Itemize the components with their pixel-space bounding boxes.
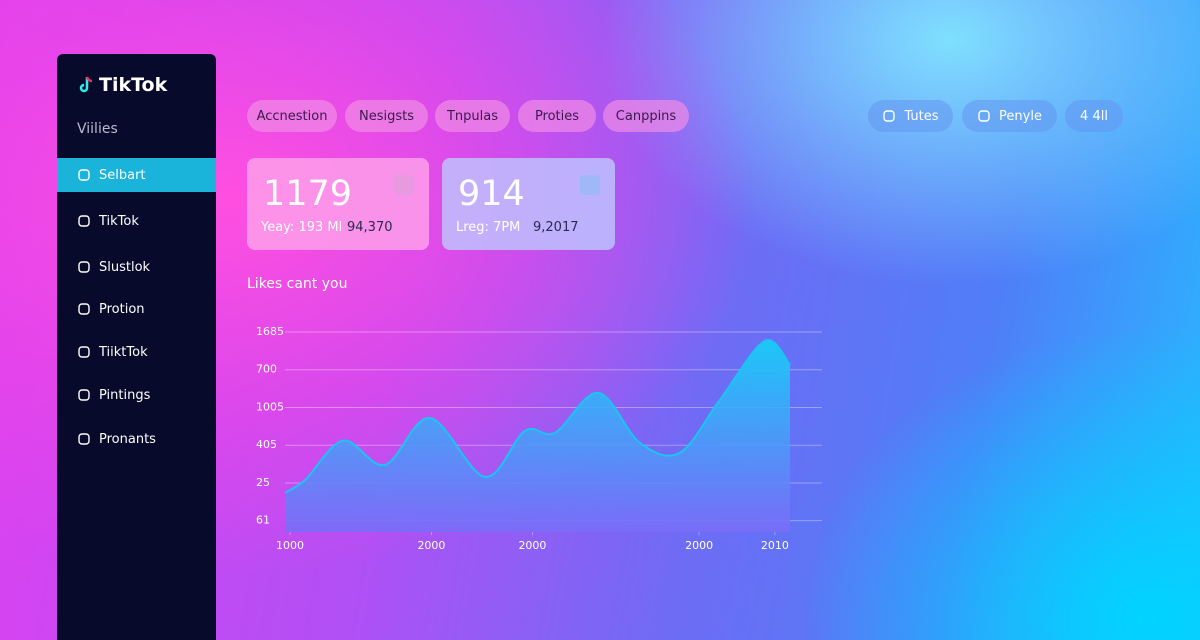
y-tick-label: 700: [256, 363, 277, 376]
brand-text: TikTok: [99, 74, 168, 96]
brand: TikTok: [79, 74, 167, 96]
tab[interactable]: Nesigsts: [345, 100, 428, 132]
stat-card: 914 Lreg: 7PM 9,2017: [442, 158, 615, 250]
stat-card: 1179 Yeay: 193 Ml 94,370: [247, 158, 429, 250]
stat-right: 94,370: [347, 220, 393, 235]
nav-label: Protion: [99, 301, 145, 317]
x-tick-label: 2010: [761, 539, 789, 552]
nav-label: Slustlok: [99, 259, 151, 275]
nav-label: TiiktTok: [99, 344, 148, 360]
icon: [78, 169, 90, 181]
icon: [78, 433, 90, 445]
nav-label: Selbart: [99, 167, 146, 183]
brand-logo: [79, 76, 93, 93]
nav-item[interactable]: TikTok: [57, 204, 216, 238]
header-button[interactable]: Penyle: [962, 100, 1057, 132]
icon: [78, 389, 90, 401]
line: [284, 339, 791, 494]
y-tick-label: 405: [256, 438, 277, 451]
card-toggle[interactable]: [394, 175, 414, 195]
icon: [883, 110, 896, 122]
nav-item[interactable]: Protion: [57, 292, 216, 326]
nav-item[interactable]: Selbart: [57, 158, 216, 192]
area: [285, 340, 790, 532]
icon: [78, 215, 90, 227]
card-toggle[interactable]: [580, 175, 600, 195]
header-button[interactable]: 4 4ll: [1065, 100, 1123, 132]
nav-label: Pronants: [99, 431, 156, 447]
nav-item[interactable]: Pronants: [57, 422, 216, 456]
icon: [978, 110, 990, 122]
stat-right: 9,2017: [533, 220, 579, 235]
nav-item[interactable]: TiiktTok: [57, 335, 216, 369]
stat-left: Lreg: 7PM: [456, 220, 521, 235]
y-tick-label: 1685: [256, 325, 284, 338]
button-label: 4 4ll: [1080, 108, 1108, 124]
nav-label: Pintings: [99, 387, 151, 403]
nav-item[interactable]: Slustlok: [57, 250, 216, 284]
stat-value: 1179: [263, 174, 353, 214]
header-button[interactable]: Tutes: [868, 100, 953, 132]
tab[interactable]: Tnpulas: [435, 100, 510, 132]
button-label: Tutes: [904, 108, 939, 124]
icon: [78, 261, 90, 273]
stat-left: Yeay: 193 Ml: [261, 220, 343, 235]
y-tick-label: 25: [256, 476, 270, 489]
tab[interactable]: Proties: [518, 100, 596, 132]
section-label: Viilies: [77, 121, 118, 137]
icon: [78, 303, 90, 315]
nav-label: TikTok: [99, 213, 139, 229]
button-label: Penyle: [999, 108, 1042, 124]
nav-item[interactable]: Pintings: [57, 378, 216, 412]
icon: [78, 346, 90, 358]
chart-title: Likes cant you: [247, 276, 347, 292]
x-tick-label: 1000: [276, 539, 304, 552]
tab[interactable]: Accnestion: [247, 100, 337, 132]
y-tick-label: 61: [256, 514, 270, 527]
y-tick-label: 1005: [256, 400, 284, 413]
sidebar: TikTok Viilies Selbart TikTok Slustlok Prot…: [57, 54, 216, 640]
stat-value: 914: [458, 174, 525, 214]
x-tick-label: 2000: [518, 539, 546, 552]
x-tick-label: 2000: [417, 539, 445, 552]
x-tick-label: 2000: [685, 539, 713, 552]
tab[interactable]: Canppins: [603, 100, 689, 132]
